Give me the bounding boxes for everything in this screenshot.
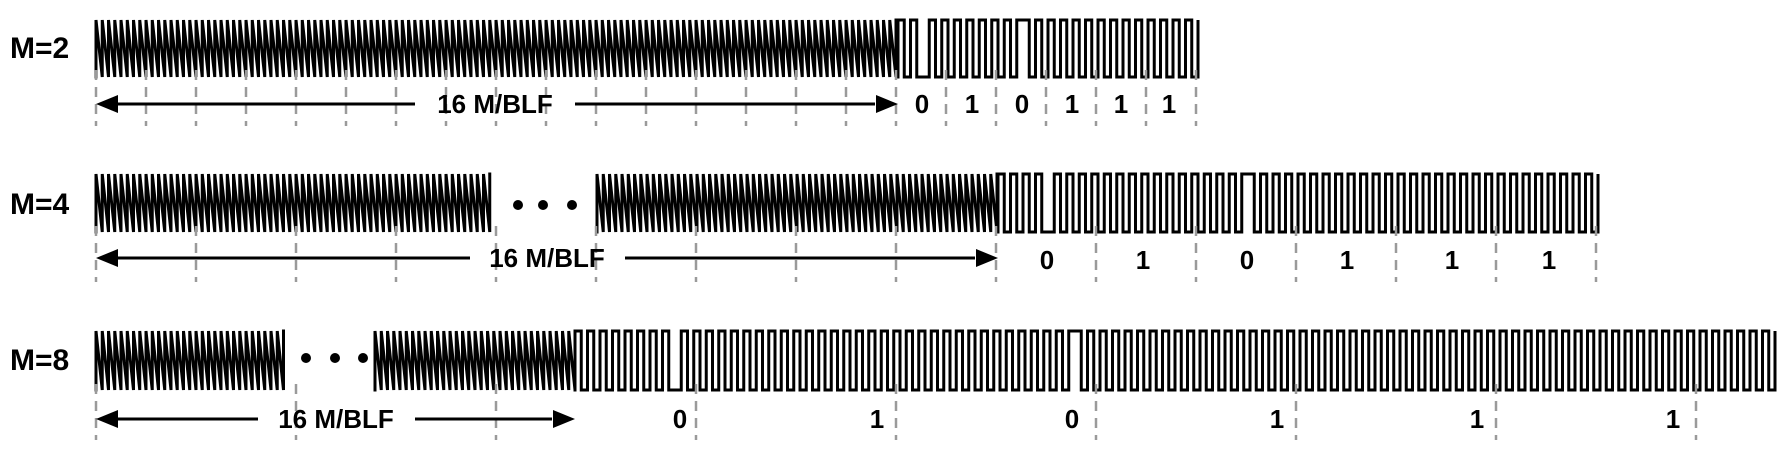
- row-label-m4: M=4: [10, 188, 70, 221]
- bit-label: 1: [870, 404, 884, 434]
- ellipsis-m4: [513, 200, 577, 210]
- bit-label: 1: [1340, 245, 1354, 275]
- span-arrow-m8: [96, 410, 575, 428]
- bit-label: 0: [1040, 245, 1054, 275]
- span-arrow-m2: [96, 95, 898, 113]
- span-arrow-m4: [96, 249, 998, 267]
- row-m4: M=4 16 M/BLF 0 1 0 1 1 1: [10, 172, 1600, 282]
- bit-label: 0: [915, 89, 929, 119]
- grid-lines-m2: [94, 70, 1198, 126]
- bit-label: 1: [1666, 404, 1680, 434]
- span-label-m8: 16 M/BLF: [278, 404, 394, 434]
- row-label-m8: M=8: [10, 344, 69, 377]
- signal-waveform-m2: [94, 18, 1200, 79]
- bit-label: 1: [1542, 245, 1556, 275]
- bit-label: 0: [1065, 404, 1079, 434]
- signal-waveform-m8: [94, 329, 1777, 392]
- bit-labels-m8: 0 1 0 1 1 1: [673, 404, 1680, 434]
- bit-label: 1: [1114, 89, 1128, 119]
- bit-label: 1: [1270, 404, 1284, 434]
- bit-label: 1: [1470, 404, 1484, 434]
- signal-waveform-m4: [94, 172, 1600, 234]
- ellipsis-m8: [301, 353, 368, 363]
- bit-label: 1: [1162, 89, 1176, 119]
- row-m8: M=8 16 M/BLF 0 1 0 1 1 1: [10, 329, 1777, 440]
- bit-labels-m4: 0 1 0 1 1 1: [1040, 245, 1556, 275]
- bit-label: 1: [1065, 89, 1079, 119]
- row-label-m2: M=2: [10, 32, 69, 65]
- grid-lines-m8: [94, 384, 1698, 440]
- span-label-m4: 16 M/BLF: [489, 243, 605, 273]
- row-m2: M=2 16 M/BLF 0 1 0 1 1 1: [10, 18, 1200, 126]
- bit-label: 1: [965, 89, 979, 119]
- bit-label: 1: [1445, 245, 1459, 275]
- bit-label: 0: [673, 404, 687, 434]
- grid-lines-m4: [94, 226, 1598, 282]
- span-label-m2: 16 M/BLF: [437, 89, 553, 119]
- bit-label: 0: [1240, 245, 1254, 275]
- bit-label: 1: [1136, 245, 1150, 275]
- bit-labels-m2: 0 1 0 1 1 1: [915, 89, 1176, 119]
- bit-label: 0: [1015, 89, 1029, 119]
